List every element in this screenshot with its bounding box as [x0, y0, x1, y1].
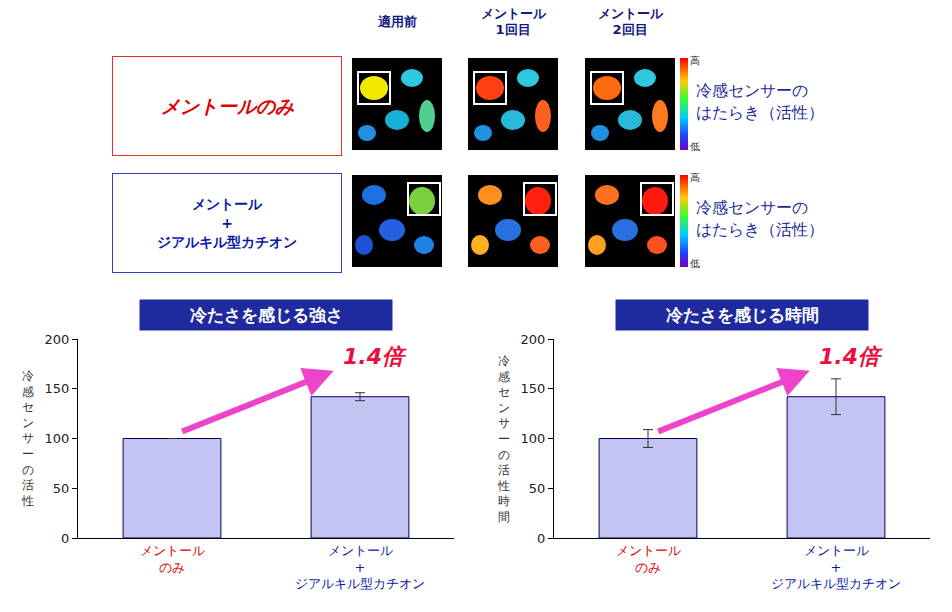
svg-text:冷たさを感じる強さ: 冷たさを感じる強さ [190, 305, 343, 325]
svg-text:冷感センサーの活性: 冷感センサーの活性 [21, 369, 34, 508]
svg-text:50: 50 [53, 481, 70, 496]
html-text:冷感センサーの はたらき（活性）: 冷感センサーの はたらき（活性） [696, 81, 824, 122]
svg-text:冷たさを感じる時間: 冷たさを感じる時間 [666, 305, 819, 325]
svg-text:150: 150 [521, 381, 546, 396]
html-text:メントール 1回目: メントール 1回目 [480, 6, 546, 37]
svg-text:メントール+ジアルキル型カチオン: メントール+ジアルキル型カチオン [295, 543, 425, 592]
svg-text:150: 150 [45, 381, 70, 396]
html-text:低: 低 [690, 258, 700, 269]
svg-text:メントールのみ: メントールのみ [140, 543, 205, 575]
svg-text:1.4倍: 1.4倍 [819, 344, 883, 369]
svg-text:0: 0 [537, 531, 545, 546]
svg-text:50: 50 [529, 481, 546, 496]
html-text:メントール 2回目: メントール 2回目 [597, 6, 663, 37]
svg-text:メントールのみ: メントールのみ [616, 543, 681, 575]
svg-text:0: 0 [61, 531, 69, 546]
svg-text:1.4倍: 1.4倍 [343, 344, 407, 369]
html-text:適用前: 適用前 [377, 14, 417, 29]
svg-text:200: 200 [45, 332, 70, 347]
svg-text:200: 200 [521, 332, 546, 347]
svg-text:冷感センサーの活性時間: 冷感センサーの活性時間 [497, 354, 510, 524]
svg-text:メントール+ジアルキル型カチオン: メントール+ジアルキル型カチオン [771, 543, 901, 592]
html-text:高: 高 [690, 55, 700, 66]
html-text:メントールのみ: メントールのみ [160, 95, 294, 117]
html-text:高: 高 [690, 172, 700, 183]
html-text:低: 低 [690, 141, 700, 152]
svg-text:100: 100 [521, 431, 546, 446]
html-text:冷感センサーの はたらき（活性）: 冷感センサーの はたらき（活性） [696, 198, 824, 239]
html-text:メントール + ジアルキル型カチオン: メントール + ジアルキル型カチオン [157, 195, 297, 250]
svg-text:100: 100 [45, 431, 70, 446]
